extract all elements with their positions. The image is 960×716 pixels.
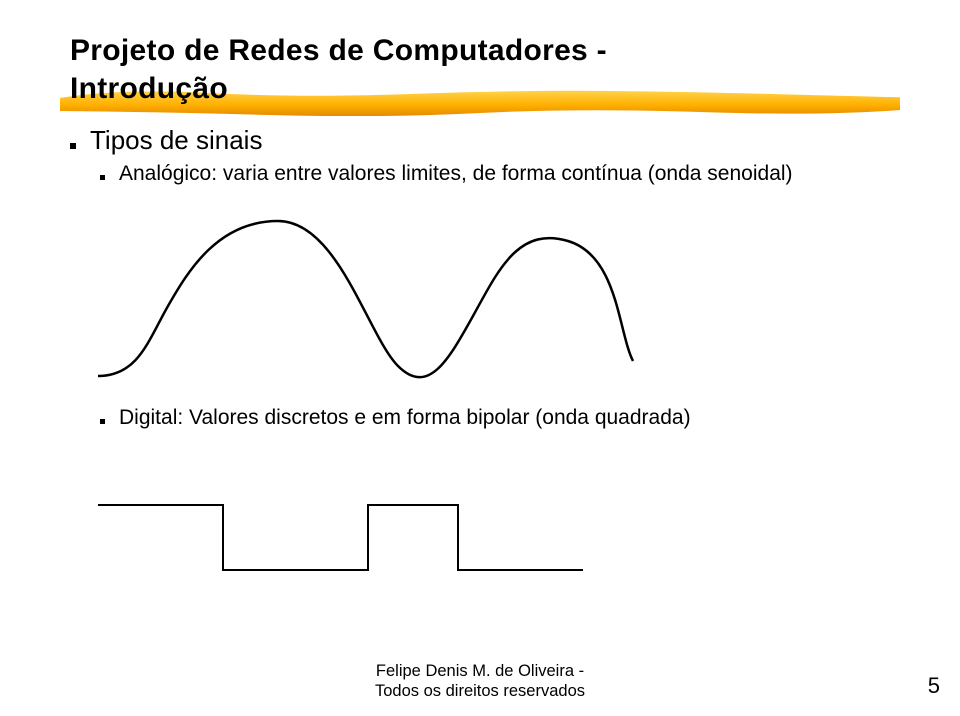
bullet-l2a-text: Analógico: varia entre valores limites, … [119,162,793,186]
bullet-l1-text: Tipos de sinais [90,125,262,156]
bullet-l2b-text: Digital: Valores discretos e em forma bi… [119,406,691,430]
footer: Felipe Denis M. de Oliveira - Todos os d… [0,661,960,702]
title-block: Projeto de Redes de Computadores - Intro… [70,32,890,107]
square-wave-path [98,505,583,570]
bullet-dot-icon [70,143,76,149]
sine-wave-path [98,221,633,377]
footer-line1: Felipe Denis M. de Oliveira - [376,662,584,680]
bullet-level2-a: Analógico: varia entre valores limites, … [100,162,890,186]
slide-title: Projeto de Redes de Computadores - Intro… [70,32,890,107]
bullet-level1: Tipos de sinais [70,125,890,156]
bullet-dot-icon [100,175,105,180]
sine-wave-svg [78,196,638,396]
title-line1: Projeto de Redes de Computadores - [70,34,607,67]
bullet-dot-icon [100,419,105,424]
slide: Projeto de Redes de Computadores - Intro… [0,0,960,716]
square-wave-svg [78,440,638,590]
footer-line2: Todos os direitos reservados [375,682,585,700]
sine-wave-figure [78,196,638,396]
bullet-level2-b: Digital: Valores discretos e em forma bi… [100,406,890,430]
content-area: Tipos de sinais Analógico: varia entre v… [70,125,890,590]
square-wave-figure [78,440,638,590]
page-number: 5 [928,673,940,699]
title-line2: Introdução [70,72,228,105]
